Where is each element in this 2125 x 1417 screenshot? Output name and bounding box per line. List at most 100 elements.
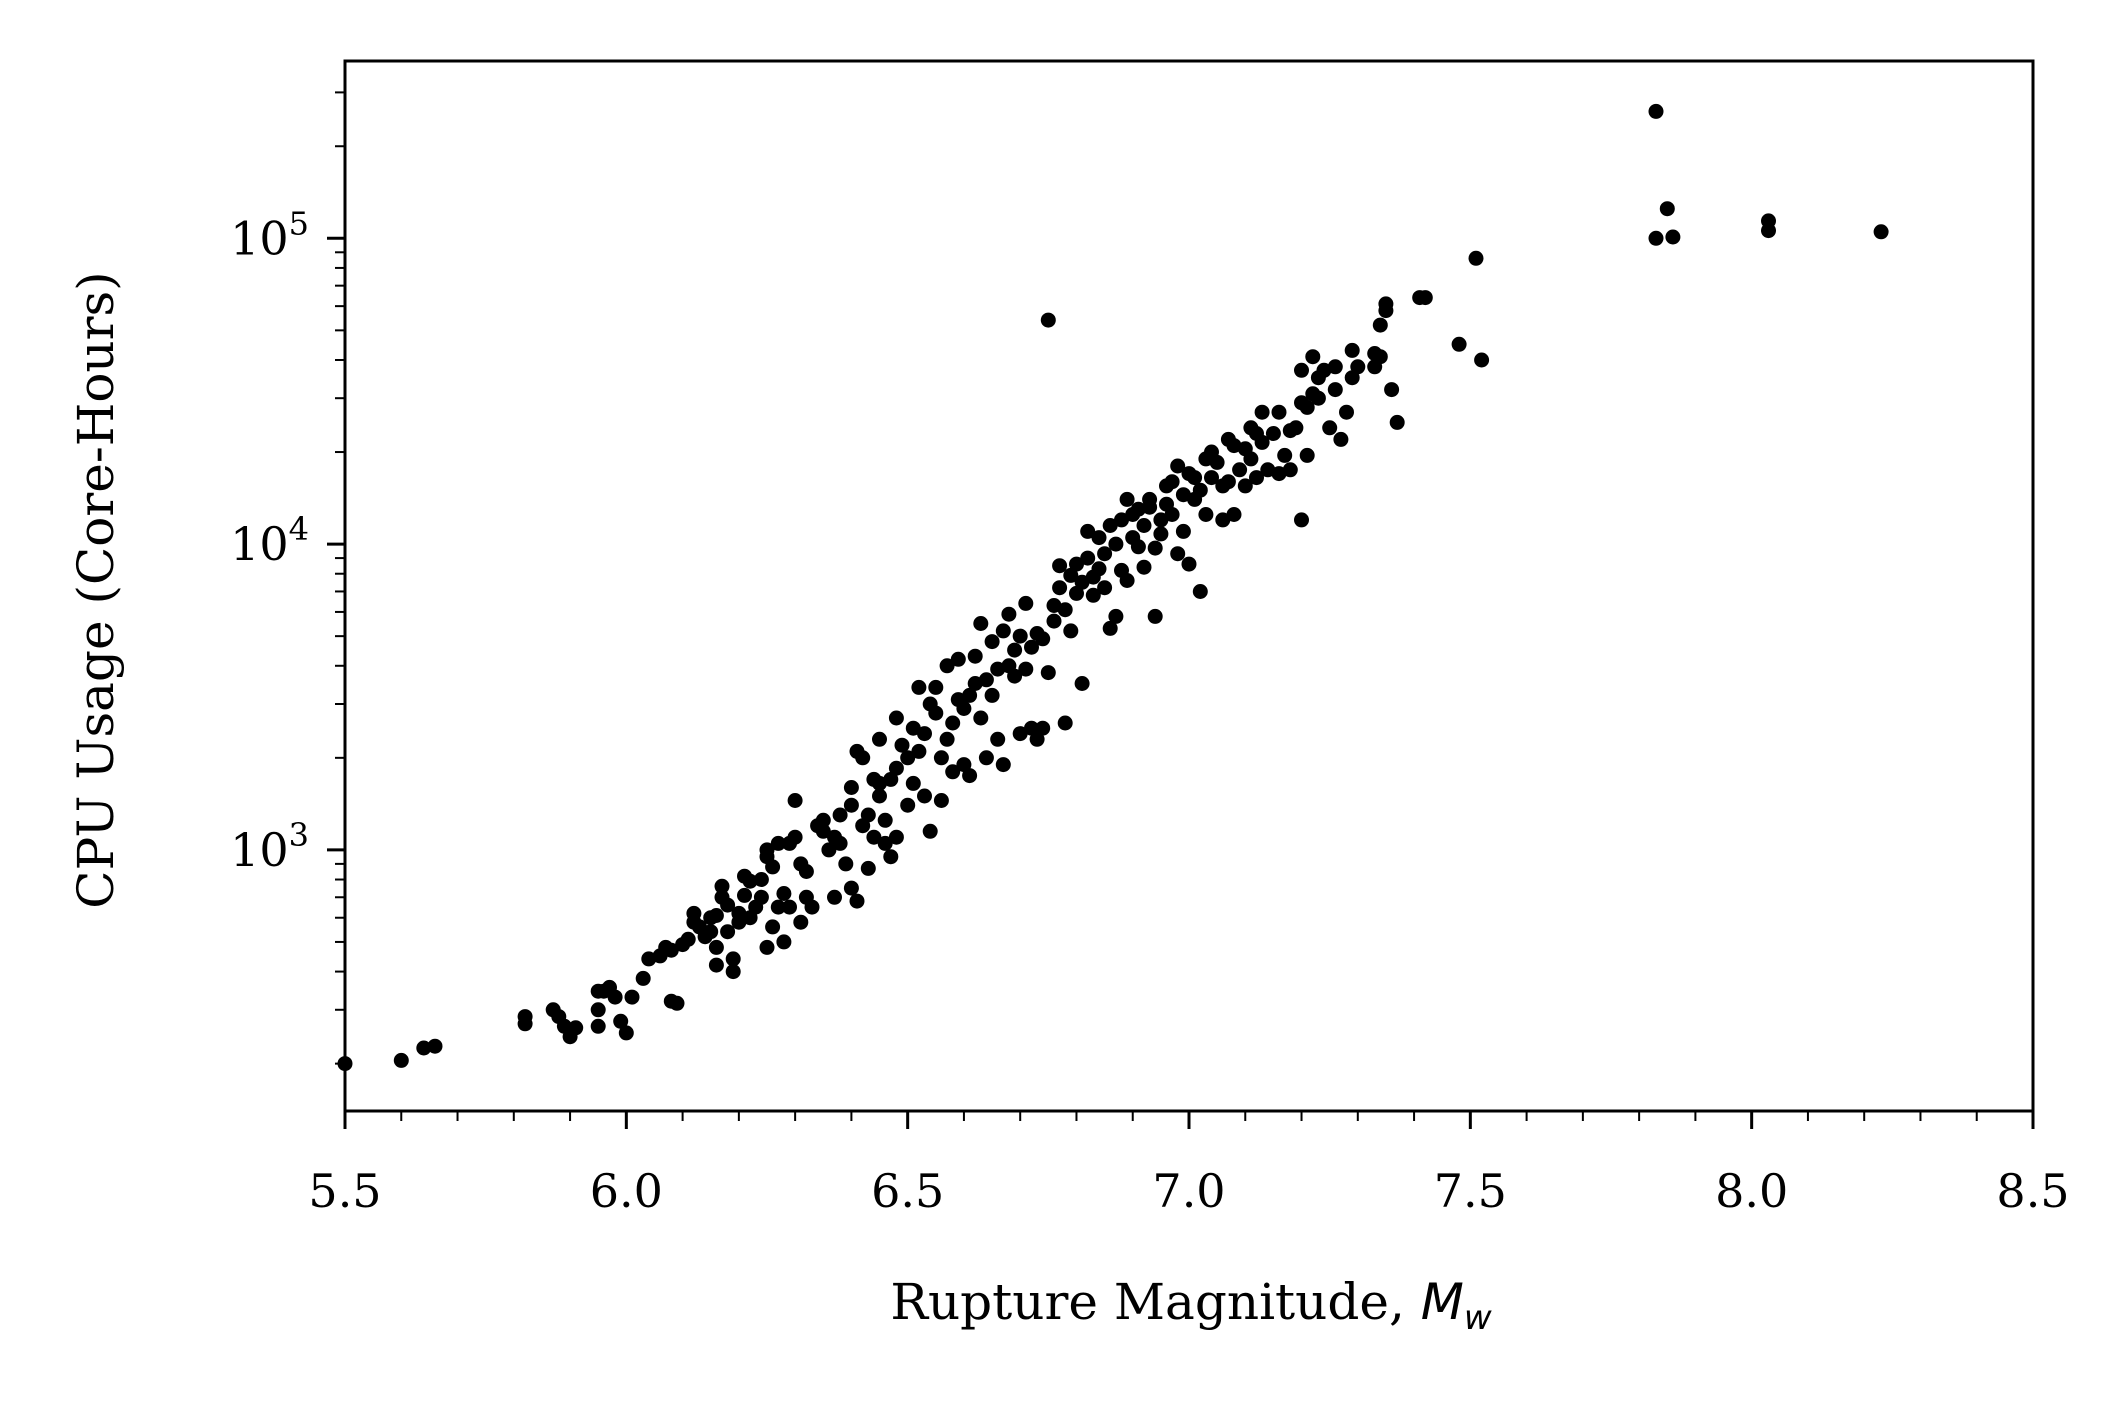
data-point: [1108, 536, 1124, 552]
data-point: [866, 829, 882, 845]
data-point: [888, 829, 904, 845]
data-point: [1237, 478, 1253, 494]
data-point: [669, 995, 685, 1011]
data-point: [1035, 720, 1051, 736]
data-point: [888, 710, 904, 726]
data-point: [962, 768, 978, 784]
data-point: [517, 1009, 533, 1025]
data-point: [1372, 349, 1388, 365]
data-point: [1474, 352, 1490, 368]
data-point: [742, 873, 758, 889]
data-point: [1254, 404, 1270, 420]
x-axis-label-math: M: [1421, 1273, 1464, 1331]
data-point: [984, 687, 1000, 703]
data-point: [978, 750, 994, 766]
data-point: [1226, 507, 1242, 522]
data-point: [1659, 201, 1675, 217]
data-point: [1102, 620, 1118, 636]
data-point: [905, 775, 921, 791]
data-point: [1243, 451, 1259, 467]
plot-frame: [343, 59, 2035, 1113]
data-point: [1147, 540, 1163, 556]
y-tick-exponent: 4: [289, 510, 309, 548]
data-point: [765, 859, 781, 875]
y-tick-label: 105: [230, 204, 309, 265]
data-point: [765, 919, 781, 935]
data-point: [759, 939, 775, 955]
data-point: [1417, 290, 1433, 306]
data-point: [1389, 414, 1405, 430]
data-point: [1350, 359, 1366, 375]
data-point: [945, 764, 961, 780]
data-point: [1046, 613, 1062, 629]
data-point: [900, 797, 916, 813]
data-point: [962, 687, 978, 703]
data-point: [1277, 447, 1293, 463]
data-point: [624, 989, 640, 1005]
data-point: [1170, 458, 1186, 474]
data-point: [590, 1018, 606, 1034]
x-tick-label: 6.0: [590, 1164, 663, 1218]
data-point: [703, 924, 719, 940]
data-point: [1136, 559, 1152, 575]
data-point: [1040, 665, 1056, 681]
y-tick-label: 103: [230, 816, 309, 877]
data-point: [1119, 491, 1135, 507]
data-point: [1114, 512, 1129, 528]
data-point: [1288, 420, 1304, 436]
data-point: [888, 760, 904, 776]
data-point: [883, 771, 899, 787]
data-point: [1052, 558, 1068, 574]
data-point: [821, 842, 837, 858]
minor-ticks: [335, 91, 1978, 1121]
data-point: [843, 797, 859, 813]
data-point: [1299, 447, 1315, 463]
data-point: [1316, 362, 1332, 378]
data-point: [872, 775, 887, 791]
y-axis-label: CPU Usage (Core-Hours): [67, 271, 125, 908]
data-point: [1294, 512, 1309, 528]
data-point: [1181, 556, 1197, 572]
data-point: [607, 989, 623, 1005]
y-tick-label: 104: [230, 510, 309, 571]
data-point: [1344, 342, 1360, 358]
data-point: [1024, 720, 1039, 736]
data-point: [1209, 454, 1225, 470]
data-point: [1035, 631, 1051, 647]
data-point: [849, 893, 865, 909]
data-point: [995, 757, 1011, 773]
data-point: [393, 1052, 409, 1068]
data-point: [1265, 426, 1281, 441]
x-tick-label: 8.5: [1996, 1164, 2069, 1218]
data-point: [1254, 434, 1270, 450]
data-point: [1648, 103, 1664, 119]
data-point: [1322, 420, 1338, 436]
data-point: [1130, 501, 1146, 517]
data-point: [1069, 585, 1084, 601]
data-point: [635, 970, 651, 986]
data-point: [1102, 518, 1118, 533]
x-axis-label-text: Rupture Magnitude,: [890, 1273, 1420, 1331]
data-point: [939, 658, 955, 674]
data-point: [1333, 431, 1349, 447]
data-point: [945, 715, 961, 731]
data-point: [832, 807, 848, 823]
data-point: [686, 905, 702, 921]
data-point: [753, 889, 769, 905]
x-axis-label: Rupture Magnitude, Mw: [890, 1273, 1492, 1338]
data-point: [1029, 731, 1045, 747]
data-point: [1215, 512, 1231, 528]
data-point: [917, 726, 932, 742]
data-point: [1040, 312, 1056, 328]
data-point: [416, 1040, 432, 1056]
data-point: [956, 701, 972, 716]
data-point: [1378, 296, 1394, 312]
data-point: [832, 835, 848, 851]
data-point: [804, 899, 820, 915]
data-point: [1226, 438, 1242, 454]
y-tick-base: 10: [230, 823, 289, 877]
data-point: [737, 887, 752, 903]
data-point: [877, 835, 893, 851]
data-point: [984, 634, 1000, 650]
